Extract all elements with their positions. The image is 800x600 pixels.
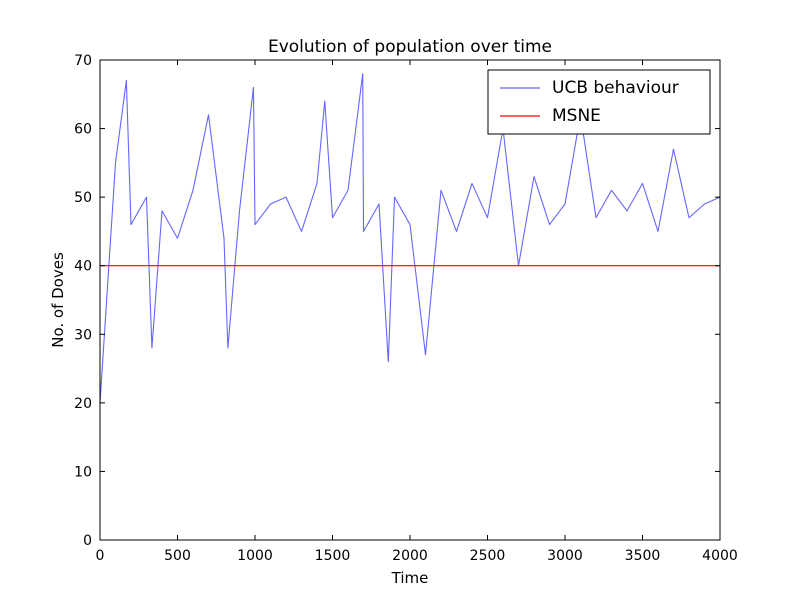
series-layer (99, 73, 721, 404)
x-tick-label: 2000 (392, 548, 428, 564)
x-tick-label: 500 (164, 548, 191, 564)
y-tick-label: 30 (74, 327, 92, 343)
x-tick-label: 0 (96, 548, 105, 564)
x-tick-label: 1000 (237, 548, 273, 564)
x-tick-label: 4000 (702, 548, 738, 564)
ucb-behaviour-line (99, 73, 721, 404)
y-tick-label: 20 (74, 396, 92, 412)
plot-frame (99, 59, 721, 541)
x-tick-label: 3000 (547, 548, 583, 564)
y-tick-label: 60 (74, 122, 92, 138)
legend-box (487, 69, 711, 135)
x-tick-label: 3500 (625, 548, 661, 564)
legend-label-msne: MSNE (552, 106, 601, 126)
y-tick-label: 40 (74, 259, 92, 275)
x-tick-label: 2500 (470, 548, 506, 564)
y-tick-label: 70 (74, 53, 92, 69)
x-axis-label: Time (391, 569, 429, 587)
y-tick-label: 50 (74, 190, 92, 206)
chart-title: Evolution of population over time (268, 37, 552, 57)
legend-label-ucb: UCB behaviour (552, 78, 679, 98)
legend: UCB behaviour MSNE (487, 69, 711, 135)
y-tick-label: 10 (74, 464, 92, 480)
x-tick-label: 1500 (315, 548, 351, 564)
tick-layer: 0 500 1000 1500 2000 2500 3000 3500 4000 0 10 20 30 4… (74, 53, 738, 564)
y-tick-label: 0 (83, 533, 92, 549)
plot-area: 0 500 1000 1500 2000 2500 3000 3500 4000 0 10 20 30 4… (74, 53, 738, 564)
y-axis-label: No. of Doves (49, 252, 67, 348)
